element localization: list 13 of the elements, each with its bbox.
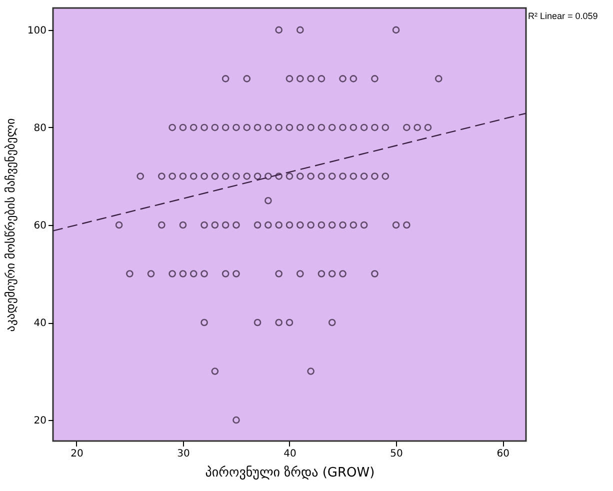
y-tick-label: 40 xyxy=(34,318,46,330)
x-tick-label: 30 xyxy=(177,448,190,460)
y-tick-label: 80 xyxy=(34,122,46,134)
x-tick-label: 60 xyxy=(496,448,510,460)
x-tick-label: 40 xyxy=(284,448,296,460)
y-tick-label: 20 xyxy=(34,416,46,427)
x-tick-label: 20 xyxy=(70,448,84,460)
x-tick-label: 50 xyxy=(390,448,403,460)
y-tick-label: 100 xyxy=(27,25,46,36)
y-axis-title: აკადემიური მოსწრების მაჩვენებელი xyxy=(3,118,18,332)
text: R² Linear = 0.059 xyxy=(528,11,598,21)
x-axis-title: პიროვნული ზრდა (GROW) xyxy=(205,466,375,480)
y-tick-label: 60 xyxy=(34,220,46,232)
